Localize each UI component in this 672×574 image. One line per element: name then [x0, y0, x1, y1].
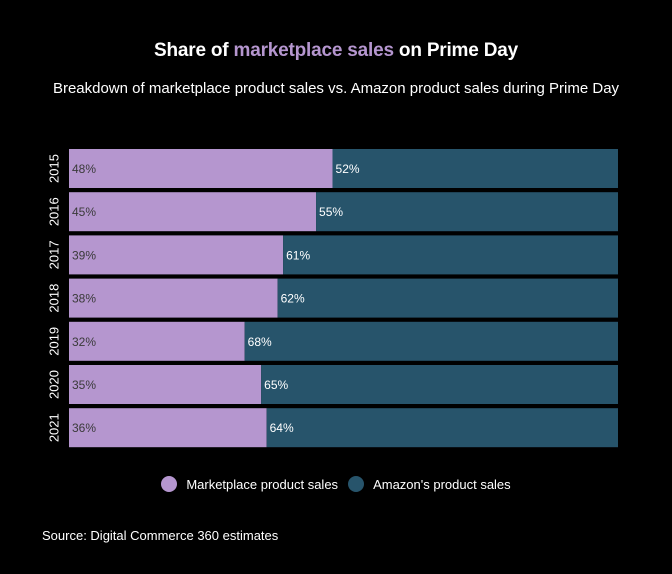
bar-amazon-2021 [266, 408, 618, 448]
data-label-marketplace-2016: 45% [72, 205, 96, 219]
chart-subtitle: Breakdown of marketplace product sales v… [52, 80, 620, 97]
category-label-2015: 2015 [46, 154, 61, 183]
chart-legend: Marketplace product sales Amazon's produ… [0, 476, 672, 492]
bar-marketplace-2019 [69, 321, 245, 361]
data-label-marketplace-2015: 48% [72, 162, 96, 176]
legend-label-marketplace: Marketplace product sales [186, 476, 339, 492]
stacked-bar-chart: 48% 52% 2015 45% 55% 2016 39% 61% 2017 38% 62% 2018… [46, 149, 618, 448]
bar-marketplace-2020 [69, 365, 262, 404]
data-label-amazon-2015: 52% [336, 162, 360, 176]
category-label-2019: 2019 [46, 327, 61, 356]
data-label-amazon-2018: 62% [281, 292, 305, 306]
data-label-amazon-2021: 64% [270, 421, 294, 435]
bar-amazon-2019 [244, 321, 618, 361]
bar-amazon-2018 [277, 278, 618, 318]
bar-marketplace-2021 [69, 408, 267, 448]
data-label-marketplace-2019: 32% [72, 335, 96, 349]
chart-title-prefix: Share of [154, 40, 234, 61]
bar-marketplace-2017 [69, 235, 284, 275]
category-label-2021: 2021 [46, 413, 61, 442]
data-label-amazon-2019: 68% [248, 335, 272, 349]
bar-amazon-2015 [332, 149, 618, 188]
data-label-amazon-2020: 65% [264, 378, 288, 392]
category-label-2016: 2016 [46, 197, 61, 226]
bar-marketplace-2015 [69, 149, 333, 188]
legend-swatch-marketplace [161, 476, 178, 492]
legend-item-marketplace: Marketplace product sales [161, 476, 338, 492]
data-label-marketplace-2020: 35% [72, 378, 96, 392]
bar-amazon-2020 [261, 365, 618, 404]
data-label-amazon-2017: 61% [286, 248, 310, 262]
legend-label-amazon: Amazon's product sales [373, 476, 511, 492]
category-label-2020: 2020 [46, 370, 61, 399]
bar-marketplace-2016 [69, 192, 317, 232]
bar-amazon-2016 [316, 192, 618, 232]
bar-amazon-2017 [283, 235, 618, 275]
source-note: Source: Digital Commerce 360 estimates [42, 528, 279, 543]
legend-swatch-amazon [348, 476, 365, 492]
chart-title: Share of marketplace sales on Prime Day [0, 40, 672, 62]
chart-title-highlight: marketplace sales [233, 40, 395, 61]
data-label-marketplace-2017: 39% [72, 248, 96, 262]
data-label-amazon-2016: 55% [319, 205, 343, 219]
category-label-2018: 2018 [46, 284, 61, 313]
data-label-marketplace-2021: 36% [72, 421, 96, 435]
bar-marketplace-2018 [69, 278, 278, 318]
category-label-2017: 2017 [46, 240, 61, 269]
data-label-marketplace-2018: 38% [72, 292, 96, 306]
chart-title-suffix: on Prime Day [393, 40, 518, 61]
legend-item-amazon: Amazon's product sales [348, 476, 511, 492]
